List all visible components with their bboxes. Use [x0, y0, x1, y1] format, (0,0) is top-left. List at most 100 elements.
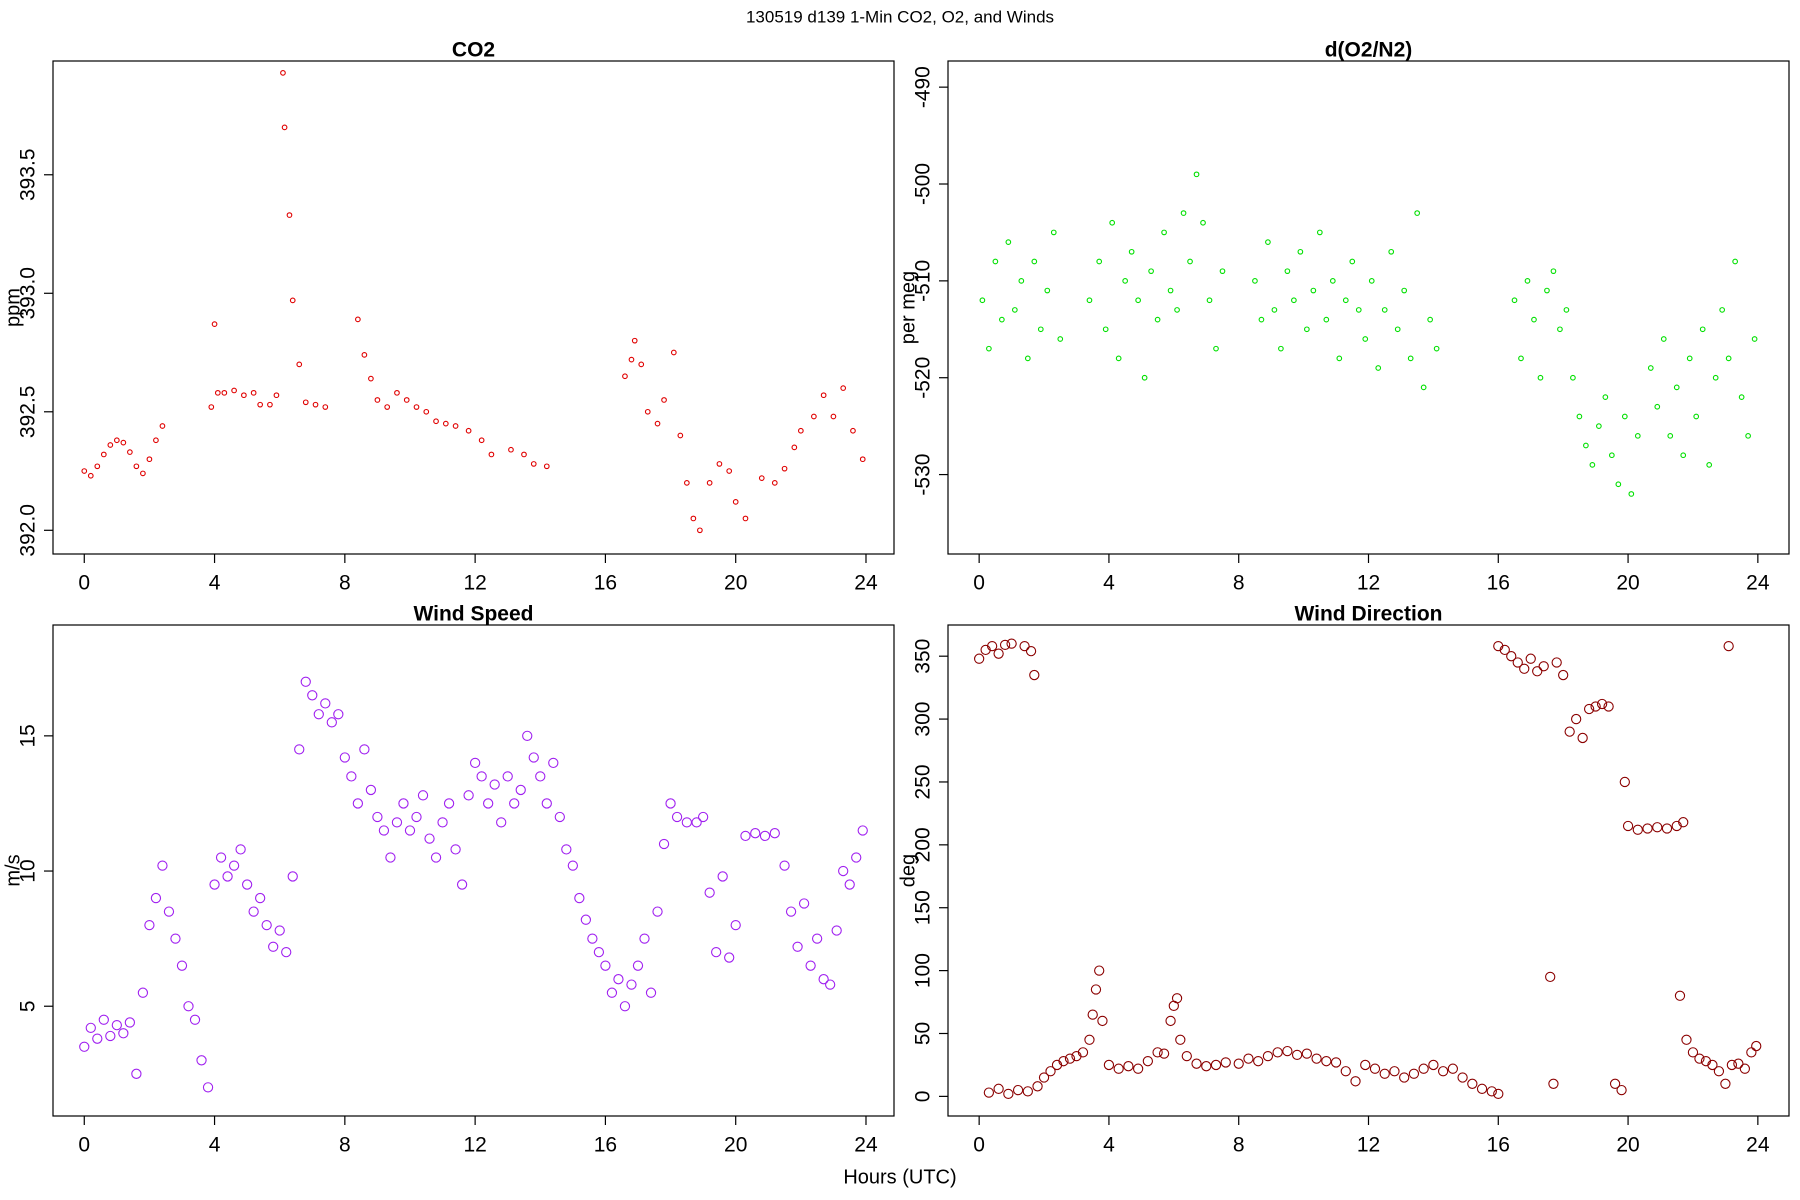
point	[144, 919, 155, 931]
point	[1174, 307, 1180, 313]
point	[1005, 239, 1012, 245]
point	[374, 397, 381, 403]
point	[740, 830, 751, 842]
point	[1674, 990, 1686, 1001]
point	[1158, 1048, 1170, 1059]
point	[146, 456, 153, 463]
point	[241, 392, 247, 399]
point	[779, 860, 790, 871]
point	[811, 413, 817, 420]
point	[1418, 1063, 1429, 1074]
point	[1161, 229, 1167, 236]
point	[717, 871, 728, 882]
x-tick-label: 8	[339, 1134, 351, 1157]
point	[683, 480, 690, 486]
point	[785, 906, 797, 917]
point	[248, 906, 259, 917]
point	[528, 752, 539, 763]
point	[137, 987, 149, 998]
point	[1525, 653, 1536, 664]
point	[697, 527, 703, 534]
point	[654, 420, 661, 427]
point	[543, 463, 550, 470]
point	[851, 852, 862, 863]
point	[730, 919, 741, 931]
point	[1408, 1068, 1420, 1079]
point	[1097, 1015, 1108, 1027]
point	[1171, 993, 1183, 1004]
point	[548, 757, 559, 769]
y-tick-label: 392.5	[17, 386, 40, 439]
point	[781, 465, 788, 472]
y-tick-label: 15	[17, 724, 40, 747]
point	[626, 979, 637, 990]
point	[1622, 820, 1634, 832]
point	[1087, 1009, 1098, 1020]
y-tick-label: 250	[912, 764, 935, 799]
point	[1330, 1057, 1342, 1068]
x-tick-label: 4	[1103, 1134, 1115, 1157]
y-tick-label: 200	[912, 827, 935, 862]
point	[1152, 1047, 1163, 1058]
point	[1538, 661, 1549, 672]
point	[1321, 1056, 1332, 1067]
y-tick-label: -510	[912, 260, 935, 302]
point	[214, 389, 221, 396]
point	[81, 468, 88, 474]
panel-title: CO2	[452, 39, 495, 62]
point	[1210, 1059, 1222, 1071]
point	[368, 375, 374, 382]
point	[322, 404, 329, 410]
point	[1687, 1047, 1699, 1058]
point	[1719, 307, 1726, 313]
point	[1191, 1058, 1202, 1069]
x-tick-label: 20	[1616, 572, 1639, 595]
point	[1064, 1053, 1076, 1064]
point	[1751, 1040, 1762, 1052]
point	[1557, 326, 1563, 333]
point	[1220, 1057, 1231, 1068]
point	[153, 437, 159, 444]
point	[1272, 1047, 1283, 1058]
panel-title: Wind Direction	[1295, 603, 1443, 626]
point	[476, 771, 487, 782]
point	[1602, 394, 1609, 400]
point	[1165, 1015, 1176, 1027]
point	[312, 401, 319, 408]
point	[1181, 1050, 1192, 1062]
x-tick-label: 12	[1357, 1134, 1380, 1157]
point	[170, 933, 181, 944]
point	[450, 844, 461, 855]
point	[1311, 1053, 1322, 1064]
point	[567, 860, 578, 871]
point	[652, 906, 663, 917]
point	[157, 860, 168, 871]
point	[535, 771, 546, 782]
point	[1022, 1086, 1033, 1097]
point	[1057, 336, 1064, 342]
point	[228, 860, 240, 871]
point	[1389, 1066, 1400, 1077]
point	[105, 1030, 116, 1042]
x-tick-label: 20	[724, 572, 747, 595]
point	[313, 709, 324, 720]
point	[189, 1014, 201, 1025]
point	[320, 698, 331, 709]
point	[979, 297, 986, 304]
panel-title: Wind Speed	[414, 603, 534, 626]
point	[286, 212, 293, 218]
x-tick-label: 16	[1487, 572, 1510, 595]
point	[1437, 1066, 1449, 1077]
point	[1086, 297, 1093, 304]
point	[131, 1068, 142, 1079]
point	[176, 960, 188, 971]
point	[1304, 326, 1310, 333]
point	[1589, 462, 1596, 468]
point	[280, 70, 286, 76]
x-tick-label: 12	[463, 1134, 486, 1157]
point	[113, 437, 120, 444]
x-tick-label: 0	[78, 1134, 90, 1157]
point	[1642, 823, 1653, 834]
point	[183, 1001, 194, 1012]
x-tick-label: 16	[594, 1134, 617, 1157]
